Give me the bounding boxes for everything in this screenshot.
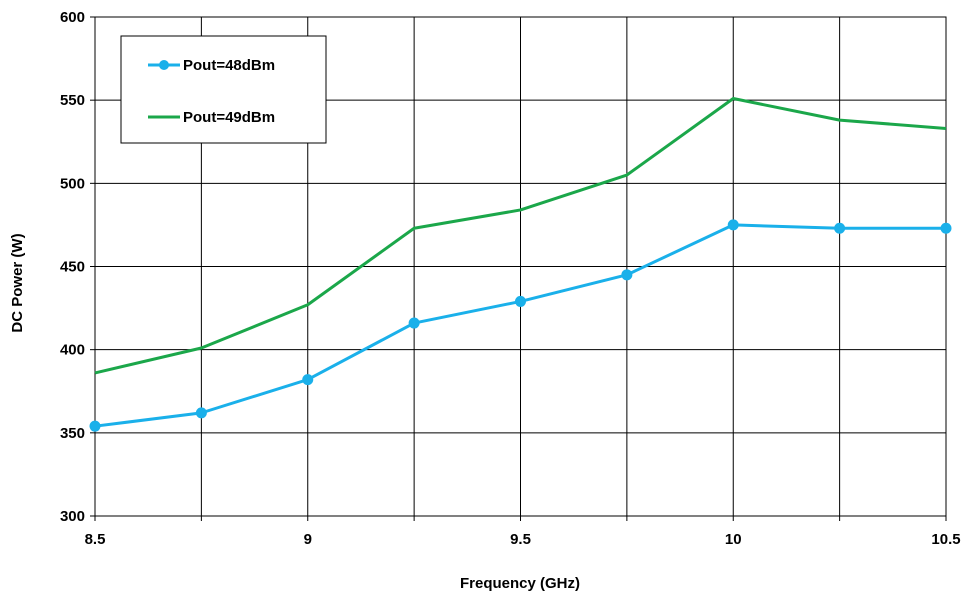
data-point bbox=[727, 219, 739, 231]
data-point bbox=[195, 407, 207, 419]
x-axis-title: Frequency (GHz) bbox=[460, 575, 580, 592]
y-axis-title: DC Power (W) bbox=[9, 233, 26, 332]
data-point bbox=[940, 222, 952, 234]
y-tick-label: 600 bbox=[60, 9, 85, 26]
x-tick-label: 9.5 bbox=[510, 531, 531, 548]
legend-marker-pout48 bbox=[159, 60, 169, 70]
series-line-1 bbox=[94, 97, 947, 375]
data-point bbox=[621, 269, 633, 281]
series-group bbox=[89, 97, 952, 432]
y-tick-label: 300 bbox=[60, 508, 85, 525]
x-axis-ticks: 8.5 9 9.5 10 10.5 bbox=[85, 516, 961, 548]
y-tick-label: 500 bbox=[60, 175, 85, 192]
y-tick-label: 550 bbox=[60, 92, 85, 109]
legend-label-pout48: Pout=48dBm bbox=[183, 57, 275, 74]
x-tick-label: 10 bbox=[725, 531, 742, 548]
legend-label-pout49: Pout=49dBm bbox=[183, 109, 275, 126]
data-point bbox=[408, 317, 420, 329]
x-tick-label: 9 bbox=[304, 531, 312, 548]
x-tick-label: 8.5 bbox=[85, 531, 106, 548]
y-tick-label: 400 bbox=[60, 342, 85, 359]
data-point bbox=[302, 374, 314, 386]
x-tick-label: 10.5 bbox=[931, 531, 960, 548]
data-point bbox=[834, 222, 846, 234]
data-point bbox=[89, 420, 101, 432]
legend: Pout=48dBm Pout=49dBm bbox=[120, 35, 327, 144]
legend-box bbox=[120, 35, 327, 144]
y-tick-label: 450 bbox=[60, 259, 85, 276]
y-tick-label: 350 bbox=[60, 425, 85, 442]
data-point bbox=[515, 295, 526, 307]
y-axis-ticks: 300 350 400 450 500 550 600 bbox=[60, 9, 95, 525]
